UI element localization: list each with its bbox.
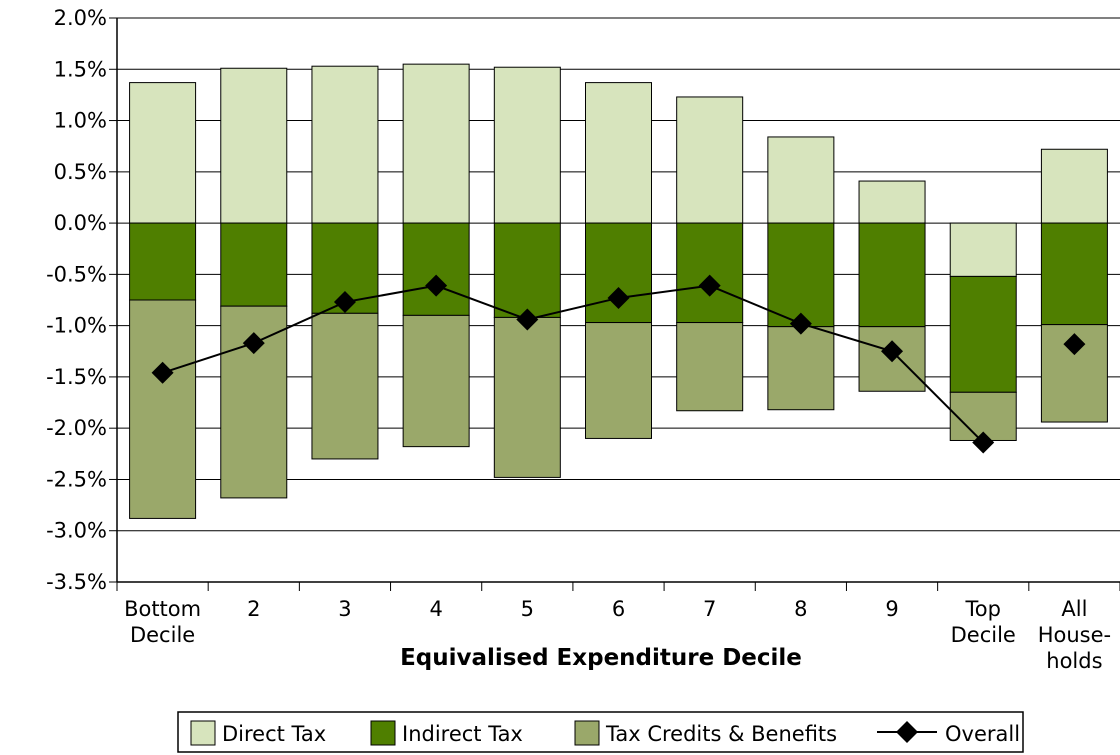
x-tick-label: 7 xyxy=(703,597,716,621)
bar-segment-tax-credits-benefits xyxy=(402,314,470,448)
bar-segment-tax-credits-benefits xyxy=(129,299,197,519)
y-tick-label: -3.5% xyxy=(46,570,107,594)
bar-segment-direct-tax xyxy=(311,65,379,224)
y-tick-label: -3.0% xyxy=(46,519,107,543)
legend-label-tax-credits: Tax Credits & Benefits xyxy=(605,722,837,746)
bar-segment-direct-tax xyxy=(1040,148,1108,224)
x-tick-label: 3 xyxy=(338,597,351,621)
bar-segment-indirect-tax xyxy=(493,222,561,318)
overall-marker xyxy=(333,291,356,314)
bar-segment-direct-tax xyxy=(676,96,744,224)
overall-marker xyxy=(151,361,174,384)
overall-marker xyxy=(789,312,812,335)
x-tick-labels: Bottom Decile 2 3 4 5 6 7 8 9 Top Decile All House-ho… xyxy=(124,597,1111,673)
bar-segment-direct-tax xyxy=(129,82,197,224)
x-axis-title: Equivalised Expenditure Decile xyxy=(400,645,802,671)
overall-marker xyxy=(607,286,630,309)
bar-segment-indirect-tax xyxy=(129,222,197,301)
legend-swatch-indirect-tax xyxy=(370,720,396,746)
y-tick-label: 0.0% xyxy=(54,211,107,235)
bar-segment-indirect-tax xyxy=(402,222,470,316)
overall-line xyxy=(162,284,984,444)
bar-segment-indirect-tax xyxy=(767,222,835,328)
x-tick-label: All House-holds xyxy=(1038,597,1111,673)
bar-segment-tax-credits-benefits xyxy=(676,322,744,412)
bar-segment-direct-tax xyxy=(767,136,835,224)
bar-segment-direct-tax xyxy=(493,66,561,224)
overall-series xyxy=(151,274,1086,454)
legend-swatch-direct-tax xyxy=(190,720,216,746)
bar-segment-indirect-tax xyxy=(1040,222,1108,326)
axes xyxy=(116,18,1120,591)
y-tick-label: -2.5% xyxy=(46,467,107,491)
overall-marker xyxy=(881,340,904,363)
bar-segment-indirect-tax xyxy=(949,275,1017,393)
legend-marker-overall xyxy=(896,721,918,743)
y-tick-label: 1.5% xyxy=(54,57,107,81)
bar-segment-indirect-tax xyxy=(858,222,926,328)
legend-label-overall: Overall xyxy=(945,722,1020,746)
y-tick-label: -1.0% xyxy=(46,314,107,338)
overall-marker xyxy=(698,274,721,297)
x-tick-label: 6 xyxy=(612,597,625,621)
legend-swatch-tax-credits xyxy=(574,720,600,746)
bar-segment-direct-tax xyxy=(949,222,1017,277)
legend-label-direct-tax: Direct Tax xyxy=(222,722,326,746)
bar-segment-direct-tax xyxy=(402,63,470,224)
x-tick-label: 8 xyxy=(794,597,807,621)
y-tick-label: -1.5% xyxy=(46,365,107,389)
x-tick-label: 9 xyxy=(885,597,898,621)
x-tick-label: 4 xyxy=(429,597,442,621)
legend-label-indirect-tax: Indirect Tax xyxy=(402,722,523,746)
overall-marker xyxy=(972,431,995,454)
bar-segment-indirect-tax xyxy=(220,222,288,307)
bar-segment-tax-credits-benefits xyxy=(311,312,379,460)
x-tick-label: Bottom Decile xyxy=(124,597,201,647)
y-tick-label: 1.0% xyxy=(54,109,107,133)
bar-segment-indirect-tax xyxy=(676,222,744,324)
overall-marker xyxy=(242,332,265,355)
bar-segment-tax-credits-benefits xyxy=(767,326,835,411)
overall-marker xyxy=(1063,333,1086,356)
legend: Direct Tax Indirect Tax Tax Credits & Be… xyxy=(177,711,1024,753)
x-tick-label: Top Decile xyxy=(951,597,1016,647)
y-tick-label: 0.5% xyxy=(54,160,107,184)
y-tick-label: -0.5% xyxy=(46,262,107,286)
bar-segment-direct-tax xyxy=(220,67,288,224)
bar-segment-tax-credits-benefits xyxy=(858,326,926,392)
y-tick-label: 2.0% xyxy=(54,6,107,30)
y-tick-labels: 2.0% 1.5% 1.0% 0.5% 0.0% -0.5% -1.0% -1.5% -2.0%… xyxy=(46,6,107,594)
bar-segment-direct-tax xyxy=(585,82,652,224)
bar-segment-direct-tax xyxy=(858,180,926,224)
x-tick-label: 5 xyxy=(521,597,534,621)
overall-marker xyxy=(425,274,448,297)
y-tick-label: -2.0% xyxy=(46,416,107,440)
overall-marker xyxy=(516,308,539,331)
bar-segment-tax-credits-benefits xyxy=(585,322,652,439)
x-tick-label: 2 xyxy=(247,597,260,621)
bar-segment-tax-credits-benefits xyxy=(493,316,561,478)
